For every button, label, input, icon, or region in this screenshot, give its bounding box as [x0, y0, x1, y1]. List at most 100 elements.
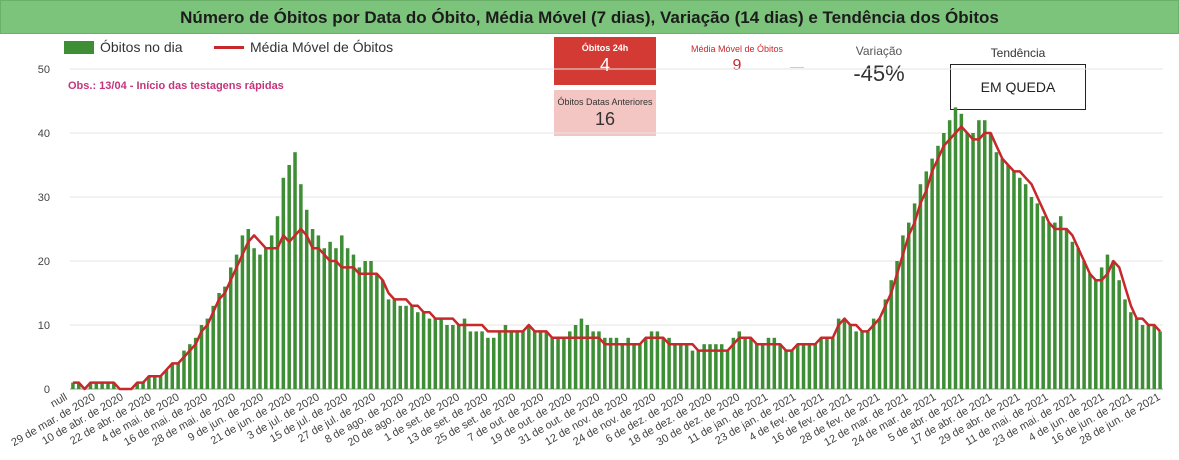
bar-obitos-dia [456, 325, 461, 389]
bar-obitos-dia [88, 382, 93, 389]
bar-obitos-dia [930, 158, 934, 389]
bar-obitos-dia [521, 331, 525, 389]
bar-obitos-dia [836, 318, 841, 389]
bar-obitos-dia [100, 382, 104, 389]
bar-obitos-dia [912, 203, 917, 389]
bar-obitos-dia [755, 344, 759, 389]
bar-obitos-dia [532, 331, 537, 389]
bar-obitos-dia [953, 107, 958, 390]
bar-obitos-dia [1140, 325, 1145, 389]
bar-obitos-dia [363, 261, 367, 389]
bar-obitos-dia [246, 229, 251, 389]
kpi-media-movel-value: 9 [732, 57, 742, 74]
chart-title-bar: Número de Óbitos por Data do Óbito, Médi… [0, 0, 1179, 34]
bar-obitos-dia [801, 344, 806, 389]
bar-obitos-dia [287, 165, 291, 389]
bar-obitos-dia [316, 235, 321, 389]
bar-obitos-dia [1105, 254, 1110, 389]
bar-obitos-dia [597, 331, 601, 389]
bar-obitos-dia [749, 337, 753, 389]
bar-obitos-dia [906, 222, 911, 389]
bar-obitos-dia [778, 344, 782, 389]
bar-obitos-dia [421, 312, 426, 389]
bar-obitos-dia [258, 254, 262, 389]
bar-obitos-dia [714, 344, 718, 389]
bar-obitos-dia [217, 293, 221, 389]
legend-bar-label: Óbitos no dia [100, 39, 183, 55]
bar-obitos-dia [1029, 197, 1034, 389]
bar-obitos-dia [228, 267, 233, 389]
kpi-variacao: Variação -45% [836, 44, 922, 87]
bar-obitos-dia [182, 350, 186, 389]
bar-obitos-dia [901, 235, 905, 389]
bar-obitos-dia [1041, 216, 1045, 389]
bar-obitos-dia [328, 241, 332, 389]
bar-obitos-dia [737, 331, 741, 389]
bar-obitos-dia [988, 133, 993, 389]
bar-obitos-dia [416, 312, 420, 389]
bar-obitos-dia [281, 177, 286, 389]
bar-obitos-dia [486, 337, 490, 389]
bar-obitos-dia [1129, 312, 1133, 389]
bar-obitos-dia [982, 120, 987, 389]
bar-obitos-dia [556, 337, 560, 389]
bar-obitos-dia [1099, 267, 1104, 389]
bar-obitos-dia [275, 216, 280, 389]
bar-obitos-dia [398, 305, 402, 389]
bar-obitos-dia [135, 382, 139, 389]
bar-obitos-dia [1158, 331, 1162, 389]
bar-obitos-dia [924, 171, 929, 389]
bar-obitos-dia [965, 133, 969, 389]
chart-title: Número de Óbitos por Data do Óbito, Médi… [180, 8, 999, 27]
y-tick-label: 40 [38, 128, 50, 140]
bar-obitos-dia [743, 337, 747, 389]
bar-obitos-dia [1012, 171, 1016, 389]
kpi-media-movel-label: Média Móvel de Óbitos [690, 44, 784, 54]
bar-obitos-dia [1064, 229, 1069, 389]
chart-note: Obs.: 13/04 - Início das testagens rápid… [68, 80, 284, 92]
bar-obitos-dia [410, 305, 414, 389]
bar-obitos-dia [994, 152, 999, 389]
bar-obitos-dia [252, 248, 256, 389]
bar-obitos-dia [234, 254, 239, 389]
bar-obitos-dia [673, 344, 677, 389]
bar-obitos-dia [71, 382, 75, 389]
bar-obitos-dia [831, 337, 835, 389]
bar-obitos-dia [1111, 261, 1116, 389]
bar-obitos-dia [620, 344, 625, 389]
bar-obitos-dia [340, 235, 344, 389]
bar-obitos-dia [480, 331, 484, 389]
bar-obitos-dia [112, 382, 116, 389]
line-media-movel [72, 125, 1162, 391]
bar-obitos-dia [1094, 280, 1098, 389]
kpi-obitos-24h: Óbitos 24h 4 [554, 37, 656, 85]
bar-obitos-dia [895, 261, 899, 389]
bar-obitos-dia [538, 331, 543, 389]
bar-obitos-dia [795, 344, 800, 389]
bar-obitos-dia [1123, 299, 1127, 389]
bar-obitos-dia [445, 325, 449, 389]
bar-obitos-dia [608, 337, 613, 389]
legend-bar-swatch [64, 41, 94, 54]
bar-obitos-dia [474, 331, 478, 389]
bar-obitos-dia [760, 344, 765, 389]
bar-obitos-dia [1146, 325, 1151, 389]
bar-obitos-dia [632, 344, 636, 389]
bar-obitos-dia [310, 229, 315, 389]
kpi-media-movel-divider [790, 67, 804, 68]
bar-obitos-dia [725, 350, 730, 389]
kpi-obitos-24h-label: Óbitos 24h [581, 43, 629, 53]
bar-obitos-dia [936, 145, 940, 389]
bar-obitos-dia [404, 305, 408, 389]
bar-obitos-dia [1058, 216, 1063, 389]
bar-obitos-dia [690, 350, 695, 389]
bar-obitos-dia [871, 318, 876, 389]
bar-obitos-dia [439, 318, 443, 389]
bar-obitos-dia [719, 344, 724, 389]
bar-obitos-dia [269, 235, 274, 389]
bar-obitos-dia [854, 331, 858, 389]
bar-obitos-dia [94, 382, 99, 389]
kpi-variacao-value: -45% [853, 61, 905, 86]
bar-obitos-dia [1076, 248, 1081, 389]
